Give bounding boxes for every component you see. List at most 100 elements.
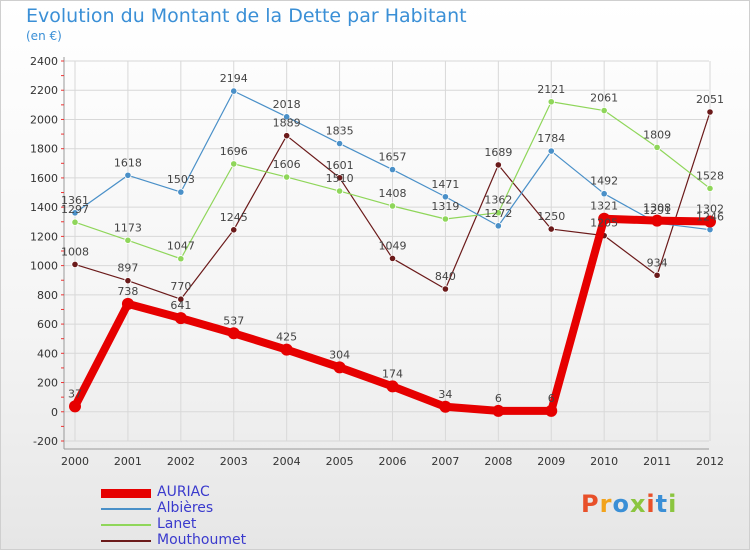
data-point-lanet <box>441 215 450 223</box>
data-label-albieres: 1361 <box>61 194 89 207</box>
data-label-auriac: 641 <box>170 299 191 312</box>
logo-letter: t <box>655 490 669 518</box>
data-label-lanet: 1408 <box>379 187 407 200</box>
data-point-mouthoumet <box>124 277 132 285</box>
y-tick-label: 200 <box>37 377 58 390</box>
data-point-lanet <box>124 236 132 244</box>
data-label-lanet: 2061 <box>590 92 618 105</box>
y-tick-label: 800 <box>37 289 58 302</box>
data-label-mouthoumet: 934 <box>647 256 668 269</box>
chart-subtitle: (en €) <box>26 29 62 43</box>
axis-layer: -200 0 200 400 600 800 1000 1200 1400 1600 1800 200… <box>30 55 724 468</box>
y-tick-label: 1400 <box>30 201 58 214</box>
data-label-auriac: 6 <box>495 392 502 405</box>
y-tick-label: 0 <box>51 406 58 419</box>
data-point-mouthoumet <box>706 108 714 116</box>
data-point-mouthoumet <box>283 132 291 140</box>
y-tick-label: 400 <box>37 347 58 360</box>
data-point-mouthoumet <box>71 260 79 269</box>
data-point-mouthoumet <box>547 225 555 233</box>
legend-label: Mouthoumet <box>157 532 247 548</box>
data-label-auriac: 34 <box>438 388 452 401</box>
data-point-albieres <box>230 87 238 95</box>
series-layer <box>69 87 716 417</box>
proxiti-logo: Proxiti <box>581 490 677 518</box>
x-tick-label: 2006 <box>379 455 407 468</box>
data-label-auriac: 1321 <box>590 200 618 213</box>
y-tick-label: 1200 <box>30 230 58 243</box>
legend-item-auriac: AURIAC <box>101 484 301 501</box>
legend-item-mouthoumet: Mouthoumet <box>101 532 301 549</box>
data-point-albieres <box>494 222 502 230</box>
data-label-lanet: 1528 <box>696 169 724 182</box>
data-point-auriac <box>439 400 452 413</box>
data-point-auriac <box>651 214 664 227</box>
x-tick-label: 2005 <box>326 455 354 468</box>
y-tick-label: 1600 <box>30 172 58 185</box>
data-label-lanet: 1047 <box>167 240 195 253</box>
data-label-lanet: 1319 <box>431 200 459 213</box>
data-label-albieres: 1291 <box>643 204 671 217</box>
x-tick-label: 2011 <box>643 455 671 468</box>
logo-letter: x <box>629 490 647 518</box>
data-point-lanet <box>388 202 397 210</box>
legend-swatch <box>101 540 151 542</box>
data-label-albieres: 1618 <box>114 156 142 169</box>
data-label-auriac: 1308 <box>643 202 671 215</box>
y-tick-label: 1800 <box>30 143 58 156</box>
x-tick-label: 2001 <box>114 455 142 468</box>
data-point-lanet <box>494 209 502 217</box>
logo-letter: i <box>668 490 678 518</box>
data-label-layer: 1008 897 770 1245 1889 1601 1049 840 1689 1250 120… <box>61 72 724 405</box>
x-tick-label: 2010 <box>590 455 618 468</box>
data-point-auriac <box>704 215 716 228</box>
data-label-mouthoumet: 897 <box>117 262 138 275</box>
data-label-mouthoumet: 840 <box>435 270 456 283</box>
y-tick-label: -200 <box>33 435 58 448</box>
data-point-lanet <box>600 106 608 115</box>
legend: AURIAC Albières Lanet Mouthoumet <box>101 484 301 549</box>
x-tick-label: 2003 <box>220 455 248 468</box>
data-point-lanet <box>177 255 185 263</box>
data-point-auriac <box>492 404 505 417</box>
data-point-auriac <box>386 380 399 393</box>
data-label-mouthoumet: 2051 <box>696 93 724 106</box>
data-label-auriac: 1302 <box>696 202 724 215</box>
data-point-auriac <box>227 327 240 340</box>
data-label-lanet: 1510 <box>326 172 354 185</box>
data-point-auriac <box>174 312 187 325</box>
data-label-auriac: 304 <box>329 348 350 361</box>
data-label-auriac: 537 <box>223 314 244 327</box>
data-label-mouthoumet: 1205 <box>590 217 618 230</box>
data-point-mouthoumet <box>230 226 238 234</box>
logo-letter: o <box>612 490 630 518</box>
data-label-albieres: 1492 <box>590 175 618 188</box>
data-point-albieres <box>71 209 79 217</box>
y-tick-label: 2400 <box>30 55 58 68</box>
data-point-mouthoumet <box>441 285 450 293</box>
data-label-albieres: 1272 <box>484 207 512 220</box>
x-tick-label: 2004 <box>273 455 301 468</box>
data-point-mouthoumet <box>177 295 185 303</box>
data-point-albieres <box>388 165 397 174</box>
data-point-lanet <box>706 184 714 193</box>
data-point-mouthoumet <box>494 161 502 169</box>
data-label-albieres: 1503 <box>167 173 195 186</box>
data-point-auriac <box>545 404 558 417</box>
x-tick-label: 2008 <box>484 455 512 468</box>
data-point-albieres <box>547 147 555 155</box>
data-point-auriac <box>280 343 293 356</box>
legend-item-lanet: Lanet <box>101 516 301 533</box>
data-label-auriac: 738 <box>117 285 138 298</box>
data-label-auriac: 425 <box>276 331 297 344</box>
data-label-albieres: 1657 <box>379 151 407 164</box>
data-point-albieres <box>600 190 608 198</box>
data-label-albieres: 1784 <box>537 132 565 145</box>
legend-swatch <box>101 508 151 510</box>
data-label-auriac: 174 <box>382 367 403 380</box>
data-label-albieres: 1246 <box>696 211 724 224</box>
data-label-auriac: 6 <box>548 392 555 405</box>
data-label-lanet: 1696 <box>220 145 248 158</box>
data-point-lanet <box>653 143 661 151</box>
